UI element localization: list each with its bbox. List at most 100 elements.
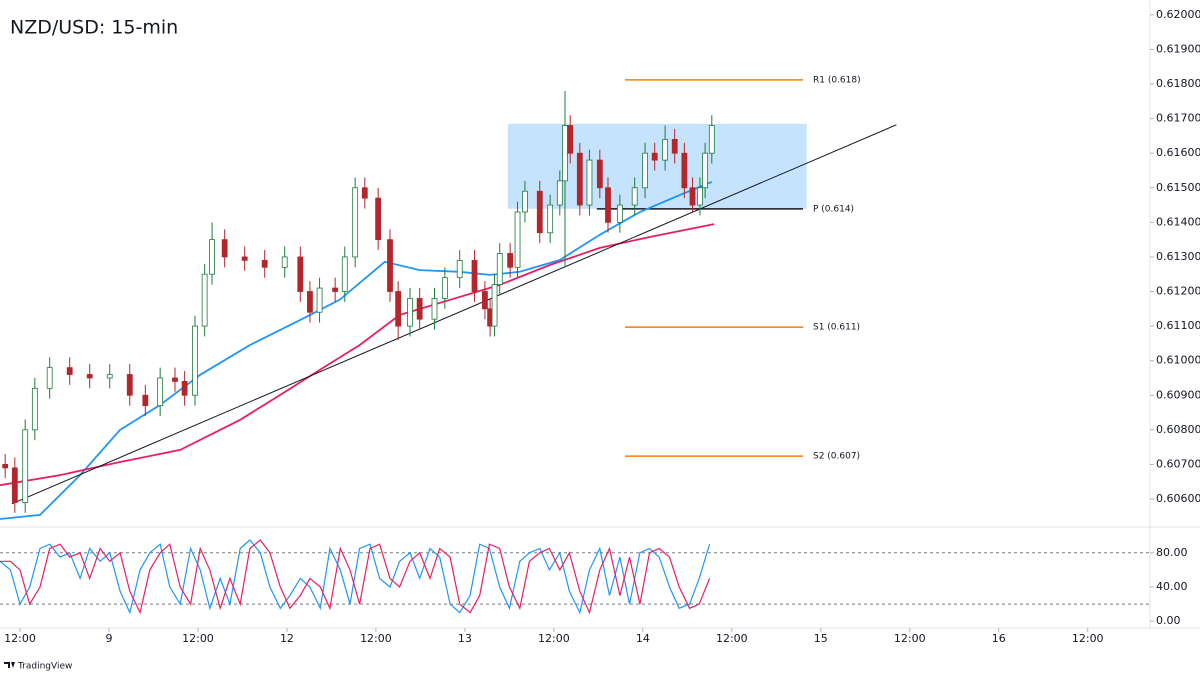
y-tick-label: 0.60700: [1156, 457, 1200, 470]
pivot-label: R1 (0.618): [813, 75, 861, 85]
brand: TradingView: [17, 662, 72, 672]
candle-body: [596, 159, 603, 189]
candle-body: [507, 253, 514, 268]
candle-body: [605, 187, 611, 223]
candle-body: [662, 138, 668, 161]
candle-body: [651, 152, 658, 161]
candle-body: [567, 125, 574, 154]
candle-body: [316, 287, 323, 313]
chart-title: NZD/USD: 15-min: [10, 17, 178, 39]
candle-body: [522, 190, 528, 213]
candle-body: [31, 387, 38, 431]
candle-body: [332, 287, 339, 292]
candle-body: [482, 291, 488, 310]
oscillator-line: [0, 539, 711, 615]
candle-body: [387, 239, 393, 292]
y-tick-label: 0.61000: [1156, 354, 1200, 367]
y-tick-label: 0.61500: [1156, 181, 1200, 194]
x-tick-label: 14: [636, 632, 650, 645]
y-tick-label: 0.61700: [1156, 112, 1200, 125]
y-tick-label: 0.60900: [1156, 388, 1200, 401]
candle-body: [201, 273, 208, 327]
candle-body: [416, 298, 423, 320]
x-tick-label: 15: [814, 632, 828, 645]
pivot-label: S2 (0.607): [813, 452, 860, 462]
candle-body: [361, 187, 368, 199]
candle-body: [631, 187, 638, 206]
y-tick-label: 0.61400: [1156, 215, 1200, 228]
candle-body: [375, 197, 382, 241]
candle-body: [407, 298, 413, 327]
candle-body: [576, 152, 583, 206]
candle-body: [431, 298, 438, 320]
candle-body: [2, 464, 9, 469]
candle-body: [341, 256, 348, 292]
candle-body: [142, 394, 149, 407]
y-tick-label: 0.61200: [1156, 285, 1200, 298]
candle-body: [307, 291, 313, 313]
moving-average: [0, 223, 715, 487]
y-tick-label: 0.62000: [1156, 8, 1200, 21]
y-tick-label: 0.61600: [1156, 146, 1200, 159]
x-tick-label: 12:00: [360, 632, 392, 645]
y-tick-label: 0.61300: [1156, 250, 1200, 263]
brand-logo: [4, 662, 15, 668]
candle-body: [697, 187, 703, 206]
x-tick-label: 16: [992, 632, 1006, 645]
candle-body: [281, 256, 288, 268]
y-tick-label: 40.00: [1156, 580, 1188, 593]
pivot-label: S1 (0.611): [813, 323, 860, 333]
y-tick-label: 0.61900: [1156, 42, 1200, 55]
candle-body: [616, 204, 623, 223]
candle-body: [395, 291, 402, 327]
x-tick-label: 12:00: [894, 632, 926, 645]
x-tick-label: 12: [280, 632, 294, 645]
candle-body: [536, 190, 543, 234]
x-tick-label: 12:00: [538, 632, 570, 645]
candle-body: [471, 259, 478, 292]
candle-body: [106, 374, 113, 379]
candle-body: [46, 367, 53, 389]
y-tick-label: 0.60800: [1156, 423, 1200, 436]
plot: R1 (0.618) P (0.614) S1 (0.611) S2 (0.607): [0, 75, 1150, 615]
range-box: [507, 123, 807, 209]
x-tick-label: 12:00: [182, 632, 214, 645]
candle-body: [157, 377, 164, 407]
candle-body: [11, 467, 18, 503]
candle-body: [126, 374, 133, 396]
x-tick-label: 9: [105, 632, 112, 645]
candle-body: [66, 367, 73, 375]
candle-body: [586, 159, 593, 206]
candle-body: [642, 152, 648, 189]
candle-body: [671, 138, 678, 154]
moving-average: [0, 181, 713, 520]
candle-body: [221, 239, 228, 258]
y-tick-label: 0.61100: [1156, 319, 1200, 332]
candle-body: [181, 381, 188, 396]
candle-body: [209, 239, 215, 275]
candle-body: [702, 152, 709, 189]
candle-body: [556, 180, 563, 206]
candle-body: [547, 204, 554, 234]
oscillator-line: [0, 539, 711, 615]
candle-body: [352, 187, 359, 258]
candle-body: [708, 125, 715, 154]
y-tick-label: 80.00: [1156, 546, 1188, 559]
candle-body: [496, 253, 503, 285]
x-tick-label: 12:00: [4, 632, 36, 645]
candle-body: [172, 377, 178, 382]
candle-body: [192, 325, 198, 396]
candle-body: [514, 211, 521, 268]
x-tick-label: 12:00: [716, 632, 748, 645]
candle-body: [261, 259, 268, 268]
y-tick-label: 0.00: [1156, 614, 1181, 627]
candle-body: [297, 256, 304, 292]
y-tick-label: 0.61800: [1156, 77, 1200, 90]
trendline: [11, 124, 897, 505]
x-tick-label: 13: [458, 632, 472, 645]
candle-body: [441, 277, 448, 299]
pivot-label: P (0.614): [813, 204, 854, 214]
candle-body: [241, 256, 248, 261]
candle-body: [562, 125, 568, 182]
